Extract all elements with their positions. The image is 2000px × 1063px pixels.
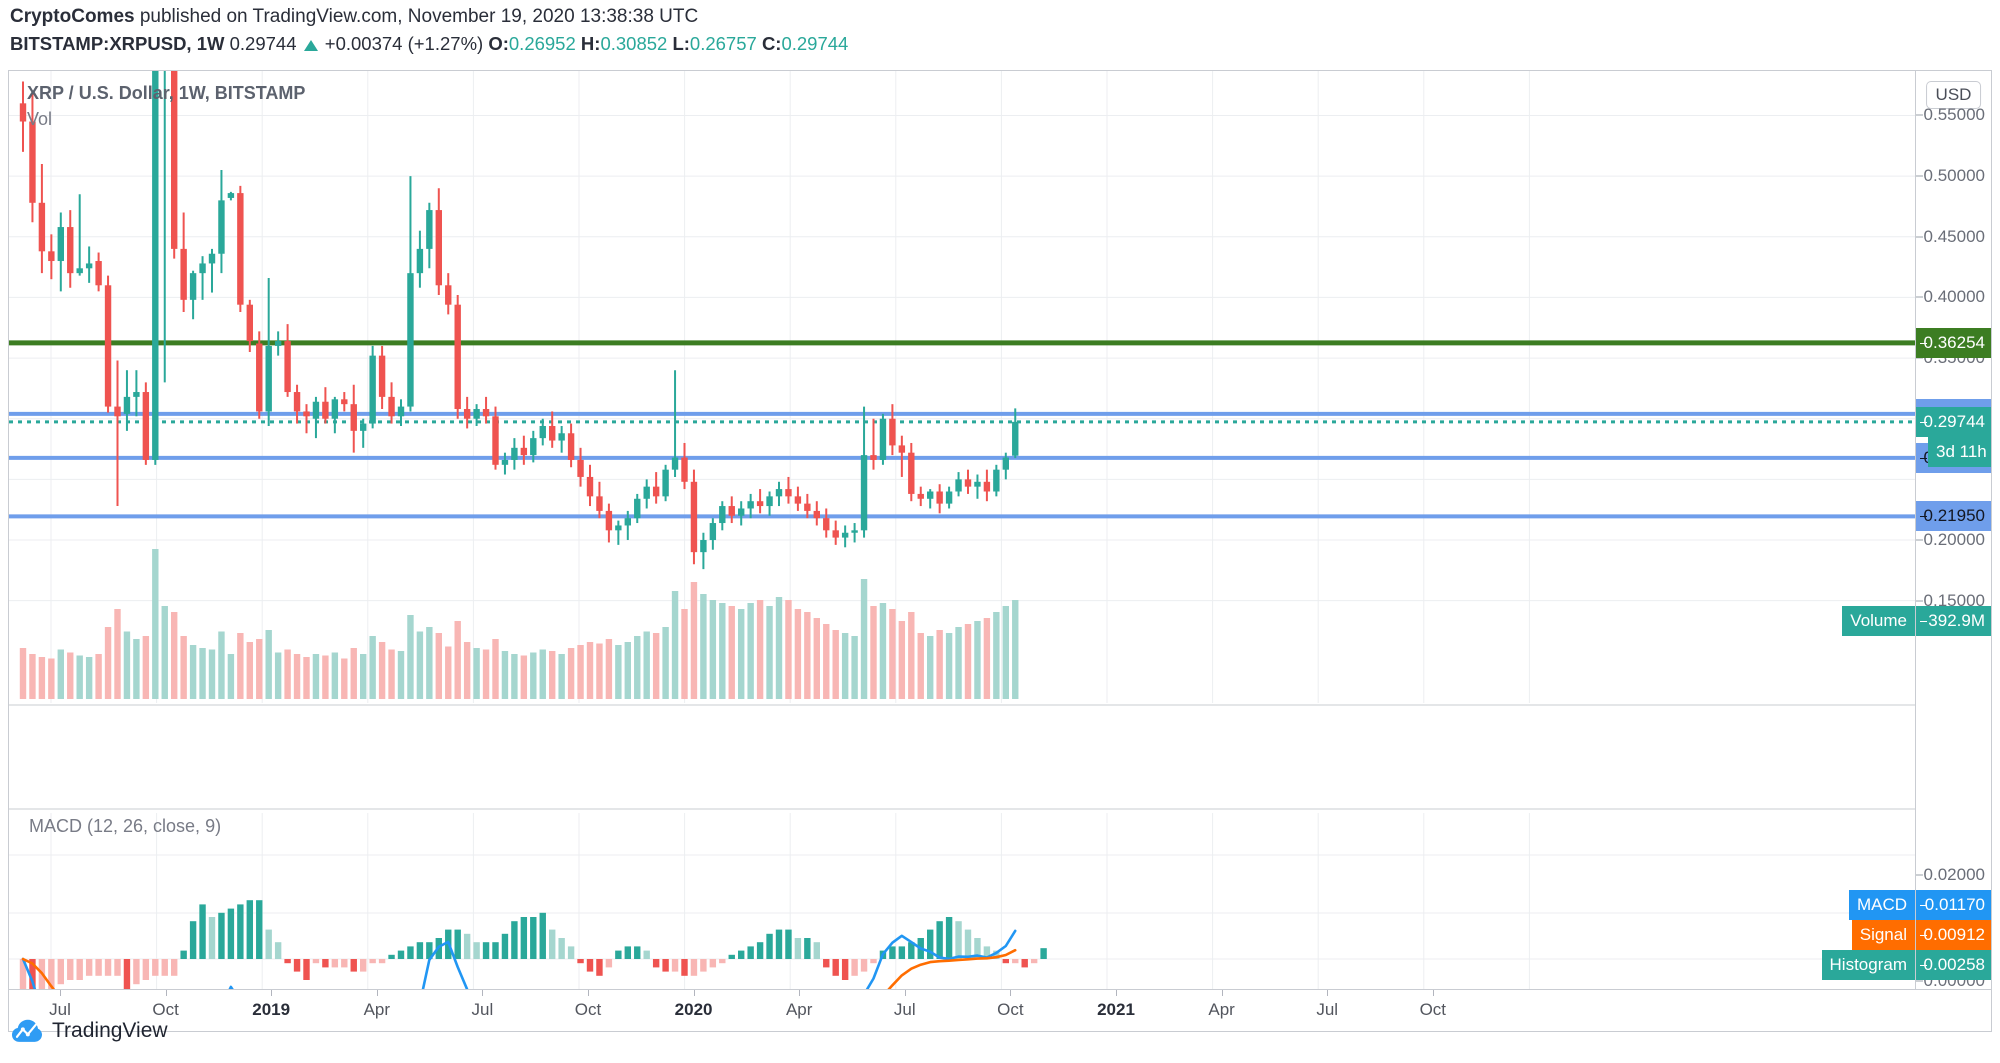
footer: TradingView xyxy=(12,1018,168,1044)
last-price: 0.29744 xyxy=(229,33,297,54)
time-tick-mark xyxy=(588,990,589,996)
change-absolute: +0.00374 xyxy=(324,33,403,54)
time-label-month: Oct xyxy=(574,1000,602,1019)
plot-area[interactable]: XRP / U.S. Dollar, 1W, BITSTAMP Vol MACD… xyxy=(9,71,1917,989)
open-value: 0.26952 xyxy=(508,33,576,54)
open-label: O: xyxy=(488,33,509,54)
volume-value-badge: 392.9M xyxy=(1916,606,1991,636)
time-tick-mark xyxy=(799,990,801,996)
macd-macd-value-badge: 0.01170 xyxy=(1916,890,1991,920)
chart-canvas[interactable] xyxy=(9,71,1917,989)
time-label-year: 2019 xyxy=(252,1000,291,1019)
publisher-name: CryptoComes xyxy=(10,6,135,27)
price-badge-resistance[interactable]: 0.36254 xyxy=(1916,327,1991,358)
price-tick-label: 0.45000 xyxy=(1923,226,1985,246)
volume-label-badge: Volume xyxy=(1842,606,1915,636)
time-tick-mark xyxy=(60,990,61,996)
price-tick-label: 0.55000 xyxy=(1923,105,1985,125)
macd-histogram-value-badge: 0.00258 xyxy=(1916,950,1991,980)
price-badge-last-price[interactable]: 0.29744 xyxy=(1916,406,1991,437)
time-label-month: Apr xyxy=(785,1000,813,1019)
chart-frame[interactable]: XRP / U.S. Dollar, 1W, BITSTAMP Vol MACD… xyxy=(8,70,1992,990)
axis-tick-mark xyxy=(1916,539,1923,541)
time-axis[interactable]: Jul Oct 2019 Apr Jul Oct 2020 Apr Jul Oct 2021 Apr J… xyxy=(8,990,1992,1032)
macd-signal-label-badge: Signal xyxy=(1851,920,1915,950)
time-label-month: Jul xyxy=(49,1000,71,1019)
time-tick-mark xyxy=(693,990,695,996)
time-label-year: 2021 xyxy=(1097,1000,1135,1019)
time-label-month: Apr xyxy=(363,1000,391,1019)
close-label: C: xyxy=(761,33,782,54)
axis-tick-mark xyxy=(1916,874,1923,876)
low-label: L: xyxy=(672,33,690,54)
macd-histogram-label-badge: Histogram xyxy=(1821,950,1915,980)
axis-tick-mark xyxy=(1916,175,1923,177)
time-tick-mark xyxy=(271,990,273,996)
time-tick-mark xyxy=(1116,990,1117,996)
price-tick-label: 0.40000 xyxy=(1923,287,1985,307)
time-label-year: 2020 xyxy=(674,1000,713,1019)
macd-signal-value-badge: 0.00912 xyxy=(1916,920,1991,950)
low-value: 0.26757 xyxy=(689,33,757,54)
time-tick-mark xyxy=(1432,990,1434,996)
time-label-month: Apr xyxy=(1208,1000,1235,1019)
tradingview-cloud-logo-icon xyxy=(12,1019,42,1042)
time-tick-mark xyxy=(376,990,378,996)
time-label-month: Oct xyxy=(1419,1000,1447,1019)
price-tick-label: 0.50000 xyxy=(1923,166,1985,186)
time-tick-mark xyxy=(1327,990,1329,996)
price-tick-label: 0.15000 xyxy=(1923,590,1985,610)
time-tick-mark xyxy=(1010,990,1012,996)
time-label-month: Jul xyxy=(893,1000,916,1019)
symbol-quote-bar: BITSTAMP:XRPUSD, 1W 0.29744 +0.00374 (+1… xyxy=(10,33,848,55)
publication-meta: published on TradingView.com, November 1… xyxy=(139,6,699,27)
axis-tick-mark xyxy=(1916,980,1923,982)
time-tick-mark xyxy=(904,990,906,996)
price-badge-lower-support[interactable]: 0.21950 xyxy=(1916,501,1991,532)
axis-tick-mark xyxy=(1916,600,1923,602)
time-label-month: Oct xyxy=(997,1000,1024,1019)
axis-tick-mark xyxy=(1916,357,1923,359)
high-label: H: xyxy=(580,33,601,54)
tradingview-brand-name: TradingView xyxy=(52,1019,168,1042)
time-tick-mark xyxy=(482,990,484,996)
trend-up-icon xyxy=(303,40,318,51)
time-tick-mark xyxy=(1221,990,1223,996)
time-tick-mark xyxy=(165,990,167,996)
price-axis[interactable]: USD 0.550000.500000.450000.400000.350000… xyxy=(1821,71,1991,990)
bar-countdown-badge: 3d 11h xyxy=(1928,436,1991,467)
symbol-label: BITSTAMP:XRPUSD, 1W xyxy=(10,33,225,54)
axis-tick-mark xyxy=(1916,296,1923,298)
currency-chip[interactable]: USD xyxy=(1925,81,1982,109)
macd-tick-label: 0.02000 xyxy=(1923,865,1985,884)
macd-macd-label-badge: MACD xyxy=(1848,890,1915,920)
axis-tick-mark xyxy=(1916,236,1923,238)
close-value: 0.29744 xyxy=(781,33,849,54)
high-value: 0.30852 xyxy=(600,33,668,54)
time-label-month: Jul xyxy=(471,1000,494,1019)
price-tick-label: 0.20000 xyxy=(1923,530,1985,550)
publication-header: CryptoComes published on TradingView.com… xyxy=(10,6,698,28)
axis-tick-mark xyxy=(1916,114,1923,116)
time-label-month: Jul xyxy=(1316,1000,1339,1019)
change-percent: (+1.27%) xyxy=(407,33,484,54)
time-label-month: Oct xyxy=(152,1000,179,1019)
